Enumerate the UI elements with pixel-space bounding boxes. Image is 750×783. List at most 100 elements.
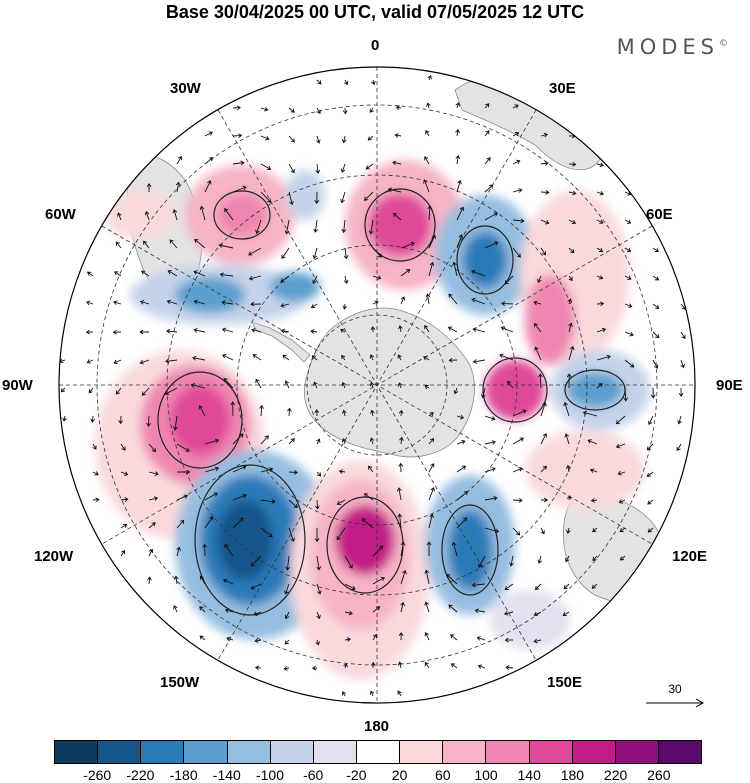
wind-vector-arrow (343, 275, 349, 284)
wind-vector-arrow (372, 545, 384, 557)
wind-vectors (59, 75, 687, 697)
lon-label-60e: 60E (646, 206, 673, 223)
lon-label-90w: 90W (2, 377, 33, 394)
wind-vector-arrow (175, 181, 181, 193)
colorbar-tick-label: -260 (83, 767, 112, 783)
wind-vector-arrow (86, 300, 94, 306)
wind-vector-arrow (562, 611, 570, 617)
colorbar-swatch (141, 741, 185, 763)
wind-vector-arrow (363, 493, 374, 501)
colorbar-tick-label: 220 (603, 767, 628, 783)
wind-vector-arrow (316, 583, 322, 595)
wind-vector-arrow (456, 491, 469, 501)
negative-anomaly-lobe (285, 170, 325, 220)
wind-vector-arrow (316, 438, 321, 445)
wind-vector-arrow (312, 275, 318, 285)
wind-vector-arrow (344, 610, 353, 616)
wind-vector-arrow (596, 191, 604, 196)
contour-lines (157, 188, 626, 616)
positive-anomaly-core (217, 193, 267, 237)
wind-vector-arrow (499, 353, 514, 361)
wind-vector-arrow (204, 157, 214, 165)
wind-vector-arrow (114, 271, 122, 277)
wind-vector-arrow (141, 270, 150, 277)
wind-vector-arrow (341, 381, 346, 389)
wind-vector-arrow (284, 219, 290, 235)
wind-vector-arrow (280, 275, 290, 283)
wind-vector-arrow (165, 328, 178, 334)
colorbar-tick-label: -180 (169, 767, 198, 783)
wind-vector-arrow (344, 583, 356, 591)
wind-vector-arrow (397, 382, 403, 389)
wind-vector-arrow (120, 523, 128, 529)
wind-vector-arrow (587, 439, 598, 445)
wind-vector-arrow (397, 690, 402, 697)
wind-vector-arrow (370, 661, 376, 669)
wind-vector-arrow (566, 495, 572, 501)
wind-vector-arrow (398, 631, 404, 641)
wind-vector-arrow (282, 354, 290, 361)
wind-vector-arrow (164, 387, 178, 395)
wind-vector-arrow (313, 219, 319, 233)
wind-vector-arrow (115, 241, 122, 249)
wind-vector-arrow (455, 128, 460, 137)
lon-label-120e: 120E (672, 548, 708, 565)
wind-vector-arrow (512, 527, 521, 536)
wind-vector-arrow (484, 130, 490, 137)
colorbar-tick-label: 180 (560, 767, 585, 783)
wind-vector-arrow (424, 569, 430, 585)
colorbar-tick-label: 20 (391, 767, 408, 783)
wind-vector-arrow (165, 358, 178, 364)
wind-vector-arrow (372, 576, 385, 585)
colorbar-swatch (615, 741, 659, 763)
wind-vector-arrow (342, 303, 348, 310)
wind-vector-arrow (254, 638, 262, 643)
wind-vector-arrow (568, 322, 573, 333)
wind-vector-arrow (222, 354, 234, 361)
wind-vector-arrow (172, 415, 178, 431)
wind-vector-arrow (288, 499, 298, 509)
negative-anomaly-core (175, 277, 245, 313)
wind-vector-arrow (471, 297, 486, 305)
wind-vector-arrow (533, 300, 542, 306)
wind-vector-arrow (448, 604, 458, 613)
wind-vector-arrow (255, 219, 262, 235)
wind-vector-arrow (428, 487, 435, 501)
colorbar-tick-label: 100 (474, 767, 498, 783)
wind-vector-arrow (167, 270, 178, 277)
wind-vector-arrow (484, 440, 496, 445)
wind-vector-arrow (344, 555, 353, 569)
wind-vector-arrow (88, 387, 94, 394)
wind-vector-arrow (260, 107, 269, 112)
wind-vector-arrow (365, 163, 374, 170)
wind-vector-arrow (316, 79, 322, 85)
colorbar-tick-label: 60 (435, 767, 451, 783)
wind-vector-arrow (343, 662, 348, 669)
wind-vector-arrow (336, 527, 346, 541)
lon-label-30e: 30E (549, 80, 576, 97)
wind-vector-arrow (148, 471, 159, 476)
colorbar-tick-label: -140 (212, 767, 241, 783)
wind-vector-arrow (503, 610, 514, 616)
wind-vector-arrow (315, 163, 321, 174)
positive-anomaly-lobe (525, 430, 645, 510)
wind-vector-arrow (341, 409, 347, 417)
wind-vector-arrow (204, 180, 212, 193)
wind-vector-arrow (204, 131, 213, 137)
wind-vector-arrow (283, 666, 290, 671)
wind-vector-arrow (224, 543, 234, 557)
wind-vector-arrow (254, 665, 262, 671)
positive-anomaly-core (485, 360, 545, 420)
wind-vector-arrow (176, 494, 189, 501)
brand-copyright: © (719, 39, 728, 49)
wind-vector-arrow (424, 632, 430, 641)
wind-vector-arrow (428, 513, 434, 529)
wind-vector-arrow (397, 354, 402, 361)
wind-vector-arrow (166, 299, 178, 305)
wind-vector-arrow (456, 439, 466, 445)
wind-vector-arrow (288, 438, 295, 445)
wind-vector-arrow (424, 325, 430, 333)
wind-vector-arrow (428, 412, 434, 417)
lon-label-150e: 150E (547, 674, 583, 691)
